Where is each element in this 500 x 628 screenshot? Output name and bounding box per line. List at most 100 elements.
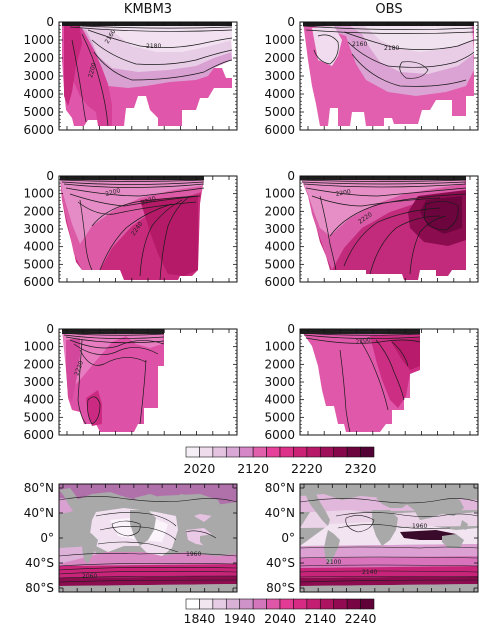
depth-tick-label: 4000 [264,87,295,101]
colorbar-tick-label: 1840 [184,611,216,626]
depth-tick-label: 3000 [23,222,54,236]
colorbar-swatch [319,446,335,458]
colorbar-tick-label: 2120 [237,461,269,476]
colorbar-bottom: 1840 1940 2040 2140 2240 [184,598,377,626]
map-panel-left: 2060 1960 [59,484,237,592]
depth-tick-label: 2000 [264,357,295,371]
depth-tick-label: 0 [46,322,54,336]
depth-tick-label: 0 [287,322,295,336]
depth-tick-label: 6000 [23,123,54,137]
depth-tick-label: 3000 [264,375,295,389]
depth-tick-label: 0 [287,169,295,183]
lat-tick-label: 0° [281,531,295,545]
panel-title-left: KMBM3 [124,2,172,17]
lat-tick-label: 40°S [266,556,295,570]
depth-tick-label: 1000 [264,187,295,201]
contour-label: 2140 [362,569,377,576]
contour-label: 2200 [87,62,98,79]
depth-tick-label: 2000 [264,51,295,65]
lat-tick-label: 80°N [265,481,295,495]
section-panel-row3-left: 2220 [61,329,165,432]
colorbar-tick-label: 1940 [224,611,256,626]
lat-tick-label: 80°N [24,481,54,495]
lat-tick-label: 0° [40,531,54,545]
colorbar-swatch [306,598,321,610]
colorbar-swatch [293,446,308,458]
colorbar-swatch [319,598,335,610]
depth-tick-label: 4000 [264,240,295,254]
contour-label: 2220 [73,360,85,377]
section-panel-row3-right: 2200 [300,329,421,433]
colorbar-swatch [252,598,267,610]
depth-tick-label: 1000 [23,33,54,47]
contour-label: 2060 [82,573,97,580]
colorbar-swatch [333,598,348,610]
colorbar-swatch [360,446,375,458]
colorbar-swatch [239,598,254,610]
section-panel-row2-right: 2200 2220 [300,176,467,280]
depth-tick-label: 5000 [23,105,54,119]
depth-tick-label: 6000 [23,428,54,442]
map-panel-right: 1960 2100 2140 [300,484,478,592]
colorbar-top: 2020 2120 2220 2320 [184,446,377,476]
depth-tick-label: 5000 [264,410,295,424]
section-panel-row1-right: 2160 2180 [302,22,475,126]
depth-tick-label: 6000 [264,428,295,442]
depth-tick-label: 0 [287,15,295,29]
depth-tick-label: 3000 [23,375,54,389]
contour-label: 2180 [384,45,399,52]
colorbar-swatch [266,598,281,610]
depth-tick-label: 0 [46,15,54,29]
colorbar-swatch [333,446,348,458]
lat-tick-label: 40°N [265,506,295,520]
depth-tick-label: 4000 [23,393,54,407]
colorbar-swatch [293,598,308,610]
depth-tick-label: 5000 [23,257,54,271]
depth-tick-label: 3000 [264,222,295,236]
depth-tick-label: 2000 [23,204,54,218]
panel-title-right: OBS [375,2,402,17]
depth-tick-label: 6000 [23,275,54,289]
colorbar-swatch [239,446,254,458]
colorbar-swatch [266,446,281,458]
depth-tick-label: 3000 [23,69,54,83]
colorbar-swatch [212,598,227,610]
colorbar-swatch [346,598,361,610]
section-axes: 0 1000 2000 3000 4000 5000 6000 0 1000 2000 3000 40… [23,15,479,442]
contour-label: 1960 [186,551,201,558]
colorbar-swatch [225,446,241,458]
depth-tick-label: 5000 [264,257,295,271]
colorbar-swatch [279,598,294,610]
colorbar-swatch [185,598,200,610]
colorbar-tick-label: 2140 [304,611,336,626]
contour-label: 2200 [105,187,122,198]
colorbar-swatch [199,598,214,610]
depth-tick-label: 4000 [23,240,54,254]
colorbar-swatch [199,446,214,458]
depth-tick-label: 4000 [264,393,295,407]
depth-tick-label: 3000 [264,69,295,83]
section-panel-row2-left: 2200 2220 2240 [59,176,205,281]
colorbar-tick-label: 2220 [291,461,323,476]
depth-tick-label: 5000 [264,105,295,119]
lat-tick-label: 80°S [25,581,54,595]
depth-tick-label: 1000 [264,340,295,354]
contour-label: 2160 [352,41,367,48]
colorbar-tick-label: 2240 [345,611,377,626]
colorbar-swatch [346,446,361,458]
lat-tick-label: 80°S [266,581,295,595]
lat-tick-label: 40°N [24,506,54,520]
depth-tick-label: 6000 [264,275,295,289]
depth-tick-label: 2000 [23,51,54,65]
contour-label: 2220 [140,195,157,207]
depth-tick-label: 1000 [23,187,54,201]
colorbar-tick-label: 2020 [184,461,216,476]
colorbar-swatch [225,598,241,610]
colorbar-swatch [212,446,227,458]
colorbar-tick-label: 2320 [345,461,377,476]
contour-label: 1960 [412,523,427,530]
depth-tick-label: 4000 [23,87,54,101]
depth-tick-label: 5000 [23,410,54,424]
depth-tick-label: 2000 [23,357,54,371]
